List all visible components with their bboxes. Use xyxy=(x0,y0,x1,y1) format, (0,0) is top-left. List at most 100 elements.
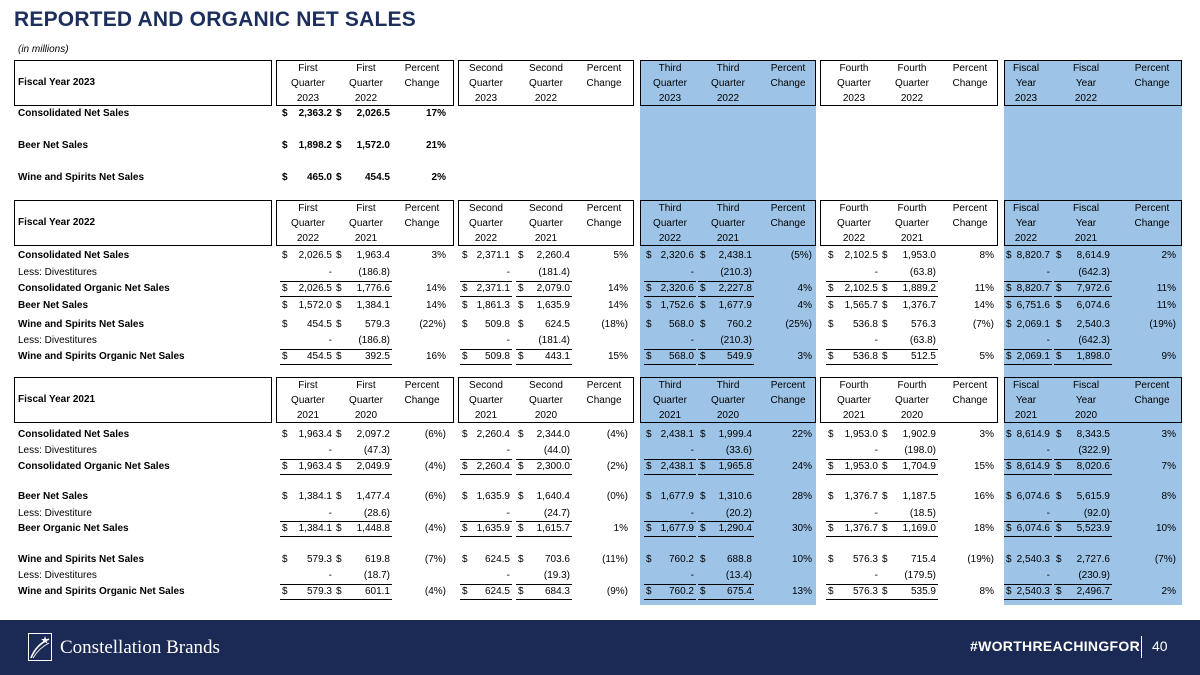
column-header: Percent xyxy=(404,380,440,391)
total-rule xyxy=(334,349,392,350)
percent-change-cell: 13% xyxy=(791,586,812,597)
value-cell: 8,614.9 xyxy=(1016,429,1050,440)
value-cell: 443.1 xyxy=(544,351,570,362)
value-cell: 2,260.4 xyxy=(476,461,510,472)
dollar-sign: $ xyxy=(646,586,652,597)
column-header: 2022 xyxy=(716,93,740,104)
dollar-sign: $ xyxy=(1056,586,1062,597)
total-rule xyxy=(516,281,572,282)
column-header: Percent xyxy=(1134,63,1170,74)
dollar-sign: $ xyxy=(1056,554,1062,565)
dollar-sign: $ xyxy=(828,429,834,440)
dollar-sign: $ xyxy=(462,429,468,440)
dollar-sign: $ xyxy=(646,429,652,440)
total-rule xyxy=(1004,281,1052,282)
column-header: Quarter xyxy=(529,78,563,89)
value-cell: 601.1 xyxy=(364,586,390,597)
dollar-sign: $ xyxy=(282,172,288,183)
column-header: Third xyxy=(658,63,682,74)
dollar-sign: $ xyxy=(828,319,834,330)
value-cell: 2,227.8 xyxy=(718,283,752,294)
column-header: 2022 xyxy=(354,93,378,104)
total-rule xyxy=(280,364,334,365)
dollar-sign: $ xyxy=(462,523,468,534)
value-cell: 6,074.6 xyxy=(1076,300,1110,311)
value-cell: 1,963.4 xyxy=(298,461,332,472)
total-rule xyxy=(1054,599,1112,600)
dollar-sign: $ xyxy=(282,283,288,294)
dollar-sign: $ xyxy=(462,491,468,502)
value-cell: 2,026.5 xyxy=(298,283,332,294)
units-note: (in millions) xyxy=(18,44,69,55)
value-cell: 1,776.6 xyxy=(356,283,390,294)
dollar-sign: $ xyxy=(1006,554,1012,565)
column-header: Fiscal xyxy=(1012,63,1040,74)
column-header: Change xyxy=(952,395,988,406)
value-cell: 1,752.6 xyxy=(660,300,694,311)
dollar-sign: $ xyxy=(462,554,468,565)
value-cell: - xyxy=(506,508,510,519)
column-header: Percent xyxy=(770,380,806,391)
dollar-sign: $ xyxy=(282,108,288,119)
row-label: Less: Divestitures xyxy=(18,267,97,278)
dollar-sign: $ xyxy=(1006,351,1012,362)
column-header: 2022 xyxy=(474,233,498,244)
total-rule xyxy=(280,281,334,282)
value-cell: 2,320.6 xyxy=(660,283,694,294)
value-cell: 536.8 xyxy=(852,351,878,362)
value-cell: 2,438.1 xyxy=(660,461,694,472)
percent-change-cell: 14% xyxy=(425,283,446,294)
percent-change-cell: (25%) xyxy=(785,319,812,330)
dollar-sign: $ xyxy=(282,461,288,472)
total-rule xyxy=(516,349,572,350)
column-header-box xyxy=(820,377,998,423)
column-header: Second xyxy=(469,203,503,214)
value-cell: - xyxy=(1046,508,1050,519)
column-header-box xyxy=(1004,60,1182,106)
column-header-box xyxy=(640,60,816,106)
value-cell: - xyxy=(690,335,694,346)
value-cell: 509.8 xyxy=(484,351,510,362)
column-header: Second xyxy=(529,380,563,391)
dollar-sign: $ xyxy=(282,429,288,440)
percent-change-cell: (22%) xyxy=(419,319,446,330)
percent-change-cell: 3% xyxy=(797,351,812,362)
column-header: Second xyxy=(469,380,503,391)
column-header: Quarter xyxy=(291,218,325,229)
value-cell: (179.5) xyxy=(904,570,936,581)
value-cell: (322.9) xyxy=(1078,445,1110,456)
dollar-sign: $ xyxy=(1006,523,1012,534)
column-header: Fiscal xyxy=(1072,203,1100,214)
column-header: Fiscal xyxy=(1072,380,1100,391)
dollar-sign: $ xyxy=(518,586,524,597)
value-cell: 1,704.9 xyxy=(902,461,936,472)
percent-change-cell: 8% xyxy=(979,586,994,597)
dollar-sign: $ xyxy=(828,351,834,362)
value-cell: 624.5 xyxy=(544,319,570,330)
percent-change-cell: (4%) xyxy=(424,523,446,534)
footer-bar xyxy=(0,620,1200,675)
value-cell: 1,898.0 xyxy=(1076,351,1110,362)
value-cell: - xyxy=(874,335,878,346)
percent-change-cell: 3% xyxy=(979,429,994,440)
column-header: 2021 xyxy=(658,410,682,421)
column-header: Percent xyxy=(404,63,440,74)
value-cell: 1,615.7 xyxy=(536,523,570,534)
total-rule xyxy=(644,281,696,282)
percent-change-cell: 11% xyxy=(1156,300,1176,311)
percent-change-cell: (19%) xyxy=(1149,319,1176,330)
value-cell: 2,540.3 xyxy=(1016,586,1050,597)
total-rule xyxy=(698,599,754,600)
value-cell: (63.8) xyxy=(909,335,936,346)
dollar-sign: $ xyxy=(336,283,342,294)
value-cell: 1,898.2 xyxy=(298,140,332,151)
percent-change-cell: (4%) xyxy=(424,461,446,472)
total-rule xyxy=(880,536,938,537)
value-cell: - xyxy=(690,267,694,278)
percent-change-cell: (7%) xyxy=(424,554,446,565)
total-rule xyxy=(334,474,392,475)
dollar-sign: $ xyxy=(1056,319,1062,330)
total-rule xyxy=(880,281,938,282)
column-header: 2022 xyxy=(1014,233,1038,244)
total-rule xyxy=(1054,536,1112,537)
